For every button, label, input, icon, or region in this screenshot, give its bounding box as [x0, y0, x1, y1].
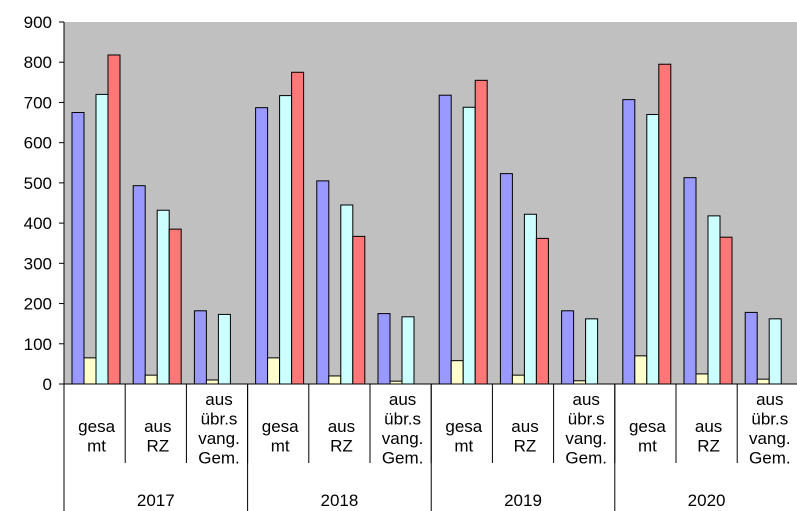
bars: [71, 54, 782, 385]
category-label: mt: [87, 437, 106, 456]
bar: [83, 357, 97, 385]
y-tick-label: 600: [24, 134, 52, 153]
year-label: 2018: [320, 491, 358, 510]
category-label: aus: [389, 390, 416, 409]
y-tick-label: 700: [24, 93, 52, 112]
category-label: gesa: [629, 417, 666, 436]
category-label: vang.: [382, 429, 424, 448]
category-label: gesa: [262, 417, 299, 436]
category-label: mt: [454, 437, 473, 456]
bar: [401, 316, 415, 385]
year-label: 2020: [688, 491, 726, 510]
bar: [474, 79, 488, 385]
bar: [756, 378, 770, 385]
y-tick-label: 500: [24, 174, 52, 193]
bar: [622, 99, 636, 385]
y-tick-label: 200: [24, 295, 52, 314]
category-label: übr.s: [384, 410, 421, 429]
category-label: mt: [271, 437, 290, 456]
bar: [168, 228, 182, 385]
bar: [695, 373, 709, 385]
bar: [535, 237, 549, 385]
category-label: vang.: [749, 429, 791, 448]
bar: [107, 54, 121, 385]
category-label: aus: [144, 417, 171, 436]
year-label: 2019: [504, 491, 542, 510]
bar: [328, 375, 342, 385]
category-label: aus: [205, 390, 232, 409]
bar: [585, 318, 599, 385]
bar: [193, 310, 207, 385]
plot-area: [64, 22, 797, 384]
bar: [352, 235, 366, 385]
y-tick-label: 0: [43, 375, 52, 394]
bar: [683, 177, 697, 385]
category-label: gesa: [445, 417, 482, 436]
bar: [450, 360, 464, 385]
y-axis: 0 100 200 300 400 500 600 700 800 900: [24, 13, 65, 394]
category-label: aus: [695, 417, 722, 436]
y-tick-label: 100: [24, 335, 52, 354]
category-label: Gem.: [749, 449, 791, 468]
category-label: übr.s: [201, 410, 238, 429]
y-tick-label: 300: [24, 254, 52, 273]
bar: [217, 313, 231, 385]
y-tick-label: 400: [24, 214, 52, 233]
bar: [132, 185, 146, 385]
bar: [279, 95, 293, 385]
category-label: Gem.: [198, 449, 240, 468]
category-label: RZ: [514, 437, 537, 456]
bar: [499, 173, 513, 385]
category-label: vang.: [565, 429, 607, 448]
category-label: RZ: [697, 437, 720, 456]
bar: [438, 94, 452, 385]
bar: [462, 106, 476, 385]
bar: [95, 93, 109, 385]
category-label: RZ: [330, 437, 353, 456]
category-label: aus: [511, 417, 538, 436]
bar: [267, 357, 281, 385]
category-label: RZ: [146, 437, 169, 456]
bar: [707, 215, 721, 385]
category-label: mt: [638, 437, 657, 456]
bar: [511, 374, 525, 385]
category-label: aus: [756, 390, 783, 409]
bar: [255, 107, 269, 385]
category-label: aus: [572, 390, 599, 409]
y-tick-label: 900: [24, 13, 52, 32]
bar: [634, 355, 648, 385]
bar: [561, 310, 575, 385]
x-axis: gesamtausRZausübr.svang.Gem.2017gesamtau…: [63, 383, 797, 511]
category-label: übr.s: [751, 410, 788, 429]
bar: [377, 313, 391, 385]
bar: [719, 236, 733, 385]
year-label: 2017: [137, 491, 175, 510]
bar: [744, 311, 758, 385]
category-label: Gem.: [565, 449, 607, 468]
bar: [205, 379, 219, 385]
bar: [658, 63, 672, 385]
bar: [316, 180, 330, 385]
category-label: gesa: [78, 417, 115, 436]
category-label: vang.: [198, 429, 240, 448]
bar: [340, 204, 354, 385]
bar: [768, 318, 782, 385]
bar: [523, 213, 537, 385]
category-label: übr.s: [568, 410, 605, 429]
category-label: Gem.: [382, 449, 424, 468]
y-tick-label: 800: [24, 53, 52, 72]
bar: [71, 112, 85, 385]
bar: [291, 71, 305, 385]
bar: [156, 209, 170, 385]
bar: [646, 114, 660, 385]
category-label: aus: [328, 417, 355, 436]
bar: [144, 374, 158, 385]
